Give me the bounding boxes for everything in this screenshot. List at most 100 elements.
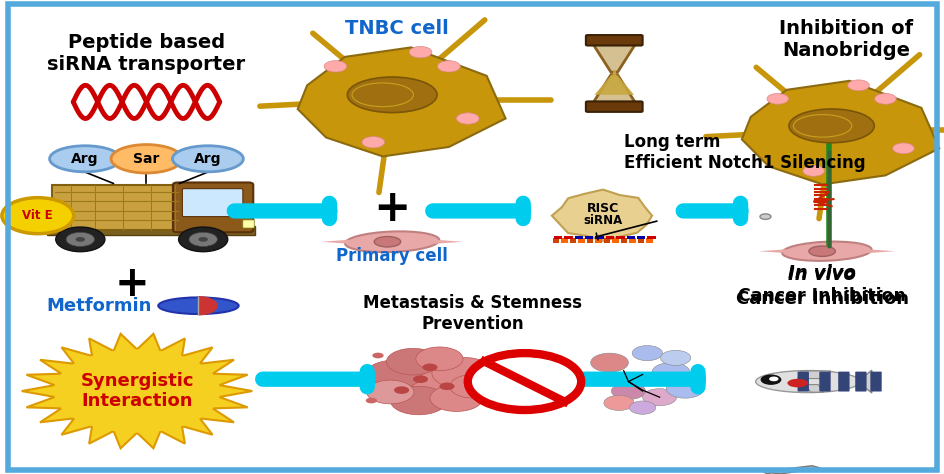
Circle shape	[365, 398, 377, 403]
FancyBboxPatch shape	[629, 238, 635, 243]
Circle shape	[430, 385, 482, 411]
Circle shape	[413, 375, 428, 383]
FancyBboxPatch shape	[854, 372, 866, 392]
Circle shape	[892, 143, 913, 154]
Circle shape	[611, 383, 645, 400]
Circle shape	[366, 380, 413, 404]
FancyBboxPatch shape	[818, 372, 830, 392]
Polygon shape	[797, 371, 830, 379]
Circle shape	[660, 350, 690, 365]
FancyBboxPatch shape	[637, 238, 644, 243]
FancyBboxPatch shape	[837, 372, 849, 392]
Circle shape	[390, 386, 447, 415]
Text: Peptide based
siRNA transporter: Peptide based siRNA transporter	[47, 33, 245, 74]
Polygon shape	[594, 75, 633, 95]
Circle shape	[759, 214, 770, 219]
Text: Vit E: Vit E	[23, 209, 53, 222]
Circle shape	[198, 237, 208, 242]
FancyBboxPatch shape	[595, 238, 601, 243]
FancyBboxPatch shape	[615, 236, 624, 239]
FancyBboxPatch shape	[564, 236, 572, 239]
Circle shape	[390, 362, 469, 401]
FancyBboxPatch shape	[636, 236, 645, 239]
Ellipse shape	[782, 242, 870, 261]
FancyBboxPatch shape	[52, 185, 179, 230]
FancyBboxPatch shape	[578, 238, 584, 243]
Circle shape	[189, 232, 217, 246]
FancyBboxPatch shape	[569, 238, 576, 243]
FancyBboxPatch shape	[603, 238, 610, 243]
Circle shape	[802, 165, 823, 176]
Text: Cancer Inhibition: Cancer Inhibition	[734, 290, 908, 308]
Polygon shape	[321, 240, 349, 244]
FancyBboxPatch shape	[553, 236, 562, 239]
Polygon shape	[762, 466, 819, 474]
Ellipse shape	[347, 77, 436, 112]
Circle shape	[767, 93, 787, 104]
Text: +: +	[115, 264, 149, 305]
FancyBboxPatch shape	[869, 372, 881, 392]
Text: Arg: Arg	[194, 152, 222, 166]
Circle shape	[76, 237, 85, 242]
Circle shape	[449, 374, 497, 398]
FancyBboxPatch shape	[8, 209, 45, 220]
Circle shape	[768, 376, 778, 381]
Circle shape	[651, 363, 689, 382]
FancyBboxPatch shape	[584, 236, 593, 239]
Text: RISC: RISC	[586, 202, 618, 215]
Text: Metastasis & Stemness
Prevention: Metastasis & Stemness Prevention	[362, 294, 582, 333]
Polygon shape	[804, 384, 822, 392]
FancyBboxPatch shape	[647, 236, 655, 239]
FancyBboxPatch shape	[173, 182, 253, 232]
FancyBboxPatch shape	[561, 238, 567, 243]
Polygon shape	[297, 47, 505, 156]
Ellipse shape	[808, 246, 834, 256]
Text: Cancer Inhibition: Cancer Inhibition	[737, 287, 905, 305]
Circle shape	[372, 353, 383, 358]
Ellipse shape	[49, 146, 121, 172]
FancyBboxPatch shape	[585, 101, 642, 112]
Polygon shape	[867, 249, 895, 253]
Polygon shape	[590, 40, 637, 72]
Circle shape	[2, 198, 74, 234]
Ellipse shape	[788, 109, 873, 143]
Circle shape	[422, 364, 437, 371]
Circle shape	[66, 232, 94, 246]
Text: In vivo: In vivo	[787, 264, 855, 282]
Circle shape	[324, 61, 346, 72]
Circle shape	[847, 80, 868, 91]
Text: Long term
Efficient Notch1 Silencing: Long term Efficient Notch1 Silencing	[623, 133, 865, 172]
Circle shape	[456, 113, 479, 124]
Circle shape	[409, 46, 431, 58]
Circle shape	[54, 349, 220, 433]
Circle shape	[437, 61, 460, 72]
Text: Sar: Sar	[133, 152, 160, 166]
Ellipse shape	[345, 231, 439, 252]
Circle shape	[56, 227, 105, 252]
Text: Arg: Arg	[71, 152, 99, 166]
Ellipse shape	[158, 298, 238, 314]
FancyBboxPatch shape	[47, 226, 255, 235]
Circle shape	[629, 401, 655, 414]
FancyBboxPatch shape	[585, 35, 642, 46]
Polygon shape	[434, 240, 463, 244]
Circle shape	[467, 353, 581, 410]
Polygon shape	[551, 190, 651, 241]
Circle shape	[415, 347, 463, 371]
Text: Synergistic
Interaction: Synergistic Interaction	[80, 372, 194, 410]
Text: TNBC cell: TNBC cell	[345, 19, 448, 38]
FancyBboxPatch shape	[626, 236, 634, 239]
Circle shape	[394, 386, 409, 394]
FancyBboxPatch shape	[620, 238, 627, 243]
Circle shape	[178, 227, 228, 252]
Ellipse shape	[111, 145, 182, 173]
Circle shape	[362, 137, 384, 148]
Polygon shape	[590, 75, 637, 107]
Polygon shape	[762, 473, 819, 474]
FancyBboxPatch shape	[586, 238, 593, 243]
Circle shape	[666, 379, 703, 398]
FancyBboxPatch shape	[605, 236, 614, 239]
Ellipse shape	[786, 379, 807, 387]
FancyBboxPatch shape	[612, 238, 618, 243]
Text: siRNA: siRNA	[582, 214, 622, 227]
